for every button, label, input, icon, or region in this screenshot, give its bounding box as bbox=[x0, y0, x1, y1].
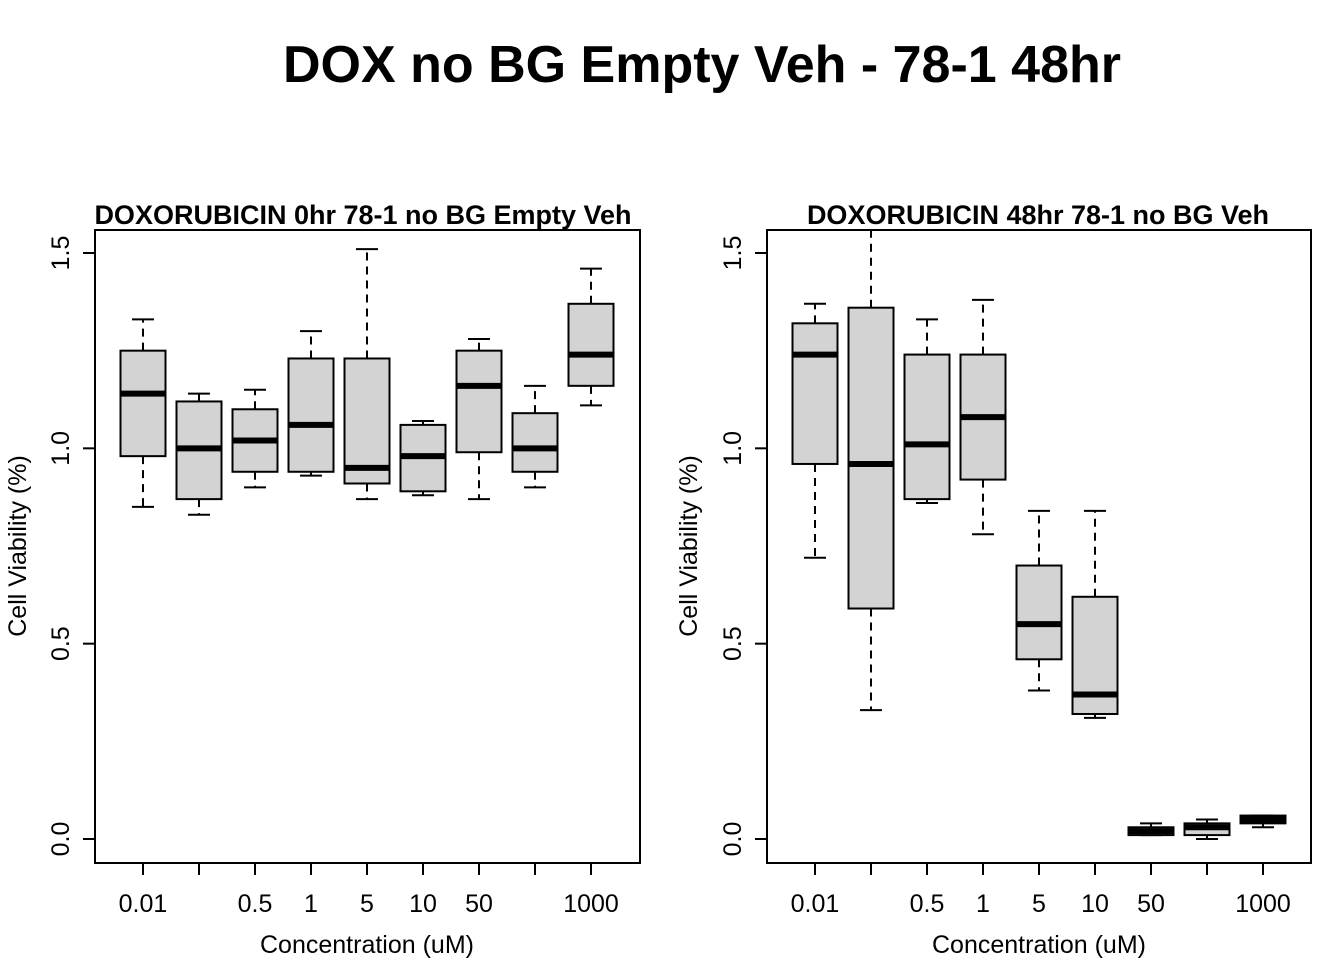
left-panel-title: DOXORUBICIN 0hr 78-1 no BG Empty Veh bbox=[94, 200, 631, 230]
left-panel: DOXORUBICIN 0hr 78-1 no BG Empty Veh Con… bbox=[4, 200, 641, 959]
right-box-rect bbox=[847, 306, 895, 610]
left-y-axis-label: Cell Viability (%) bbox=[4, 455, 32, 637]
right-y-axis-label: Cell Viability (%) bbox=[675, 455, 703, 637]
right-plot-area bbox=[791, 230, 1287, 840]
left-x-tick-label: 0.01 bbox=[119, 890, 168, 918]
right-box-4 bbox=[1015, 509, 1063, 692]
left-y-tick-label: 1.5 bbox=[47, 236, 75, 271]
left-box-rect bbox=[119, 349, 167, 458]
left-box-5 bbox=[399, 419, 447, 497]
right-box-6 bbox=[1127, 822, 1175, 837]
left-x-tick-label: 5 bbox=[360, 890, 374, 918]
left-box-rect bbox=[455, 349, 503, 454]
right-x-axis-label: Concentration (uM) bbox=[932, 931, 1146, 959]
left-x-tick-label: 1000 bbox=[563, 890, 619, 918]
right-panel-title: DOXORUBICIN 48hr 78-1 no BG Veh bbox=[807, 200, 1269, 230]
right-box-rect bbox=[903, 353, 951, 501]
left-y-tick-label: 0.5 bbox=[47, 626, 75, 661]
left-box-rect bbox=[567, 302, 615, 387]
left-plot-area bbox=[119, 248, 615, 516]
left-y-tick-label: 1.0 bbox=[47, 431, 75, 466]
right-box-rect bbox=[791, 322, 839, 465]
left-y-tick-label: 0.0 bbox=[47, 822, 75, 857]
left-box-1 bbox=[175, 392, 223, 516]
right-box-2 bbox=[903, 318, 951, 505]
right-x-tick-label: 0.01 bbox=[791, 890, 840, 918]
left-x-tick-label: 10 bbox=[409, 890, 437, 918]
right-x-tick-label: 10 bbox=[1081, 890, 1109, 918]
left-box-2 bbox=[231, 388, 279, 489]
right-box-1 bbox=[847, 230, 895, 712]
right-box-rect bbox=[1015, 564, 1063, 661]
right-x-tick-label: 1000 bbox=[1235, 890, 1291, 918]
left-box-7 bbox=[511, 384, 559, 489]
left-x-tick-label: 0.5 bbox=[238, 890, 273, 918]
left-box-4 bbox=[343, 248, 391, 501]
left-box-8 bbox=[567, 267, 615, 407]
right-box-7 bbox=[1183, 818, 1231, 840]
figure-title: DOX no BG Empty Veh - 78-1 48hr bbox=[283, 36, 1121, 94]
right-y-tick-label: 1.0 bbox=[719, 431, 747, 466]
right-box-8 bbox=[1239, 814, 1287, 829]
right-panel: DOXORUBICIN 48hr 78-1 no BG Veh Concentr… bbox=[675, 200, 1312, 959]
left-x-tick-label: 1 bbox=[304, 890, 318, 918]
left-box-6 bbox=[455, 337, 503, 501]
right-x-tick-label: 50 bbox=[1137, 890, 1165, 918]
left-box-0 bbox=[119, 318, 167, 508]
right-box-5 bbox=[1071, 509, 1119, 719]
right-y-tick-label: 0.5 bbox=[719, 626, 747, 661]
left-box-3 bbox=[287, 330, 335, 477]
left-x-axis-label: Concentration (uM) bbox=[260, 931, 474, 959]
left-box-rect bbox=[343, 357, 391, 485]
right-x-tick-label: 5 bbox=[1032, 890, 1046, 918]
right-box-0 bbox=[791, 302, 839, 559]
left-box-rect bbox=[511, 412, 559, 473]
left-box-rect bbox=[287, 357, 335, 473]
right-y-tick-label: 1.5 bbox=[719, 236, 747, 271]
left-x-tick-label: 50 bbox=[465, 890, 493, 918]
right-x-tick-label: 1 bbox=[976, 890, 990, 918]
right-y-tick-label: 0.0 bbox=[719, 822, 747, 857]
right-box-3 bbox=[959, 298, 1007, 536]
right-x-tick-label: 0.5 bbox=[910, 890, 945, 918]
